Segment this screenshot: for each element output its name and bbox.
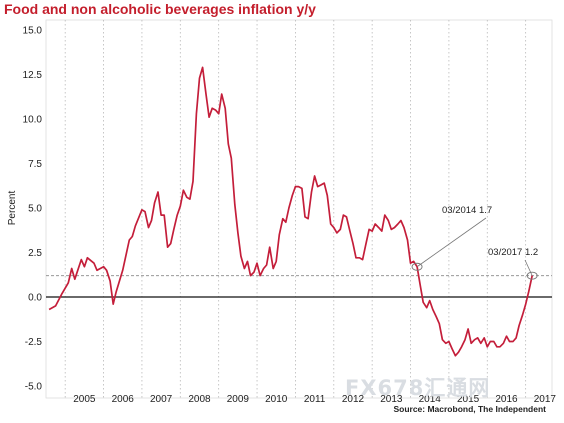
source-note: Source: Macrobond, The Independent	[393, 404, 546, 414]
reference-lines	[46, 275, 552, 298]
chart-title: Food and non alcoholic beverages inflati…	[4, 1, 316, 17]
series-line-layer	[48, 66, 534, 357]
y-tick-label-8: -5.0	[25, 382, 43, 393]
y-tick-label-0: 15.0	[23, 26, 43, 37]
x-tick-label-8: 2013	[380, 394, 403, 405]
x-tick-label-7: 2012	[342, 394, 365, 405]
y-tick-labels: 15.0 12.5 10.0 7.5 5.0 2.5 0.0 -2.5 -5.0	[23, 26, 43, 393]
plot-area	[45, 19, 553, 399]
x-tick-label-11: 2016	[495, 394, 518, 405]
annotations: 03/2014 1.7 03/2017 1.2	[411, 205, 538, 280]
annotation-marker-0	[411, 262, 423, 271]
watermark-logo: FX678汇通网	[345, 376, 491, 400]
annotation-label-0: 03/2014 1.7	[442, 205, 492, 216]
annotation-marker-1	[526, 271, 538, 280]
x-tick-label-2: 2007	[150, 394, 173, 405]
y-tick-label-6: 0.0	[28, 293, 42, 304]
x-tick-label-5: 2010	[265, 394, 288, 405]
x-tick-label-9: 2014	[419, 394, 442, 405]
annotation-leader-1	[524, 259, 533, 276]
y-tick-label-3: 7.5	[28, 159, 42, 170]
x-tick-label-3: 2008	[188, 394, 211, 405]
y-tick-label-7: -2.5	[25, 337, 43, 348]
x-tick-label-12: 2017	[534, 394, 557, 405]
y-tick-label-2: 10.0	[23, 115, 43, 126]
x-tick-label-4: 2009	[227, 394, 250, 405]
x-tick-label-10: 2015	[457, 394, 480, 405]
y-axis-title: Percent	[7, 191, 18, 226]
y-tick-label-1: 12.5	[23, 70, 43, 81]
annotation-leader-0	[416, 217, 487, 268]
x-tick-label-6: 2011	[304, 394, 326, 405]
series-line-0	[48, 66, 534, 357]
x-tick-label-1: 2006	[112, 394, 135, 405]
x-tick-labels: 2005 2006 2007 2008 2009 2010 2011 2012 2013 2014…	[73, 394, 556, 405]
y-tick-label-4: 5.0	[28, 204, 42, 215]
y-tick-label-5: 2.5	[28, 248, 42, 259]
x-tick-label-0: 2005	[73, 394, 96, 405]
annotation-label-1: 03/2017 1.2	[488, 247, 538, 258]
